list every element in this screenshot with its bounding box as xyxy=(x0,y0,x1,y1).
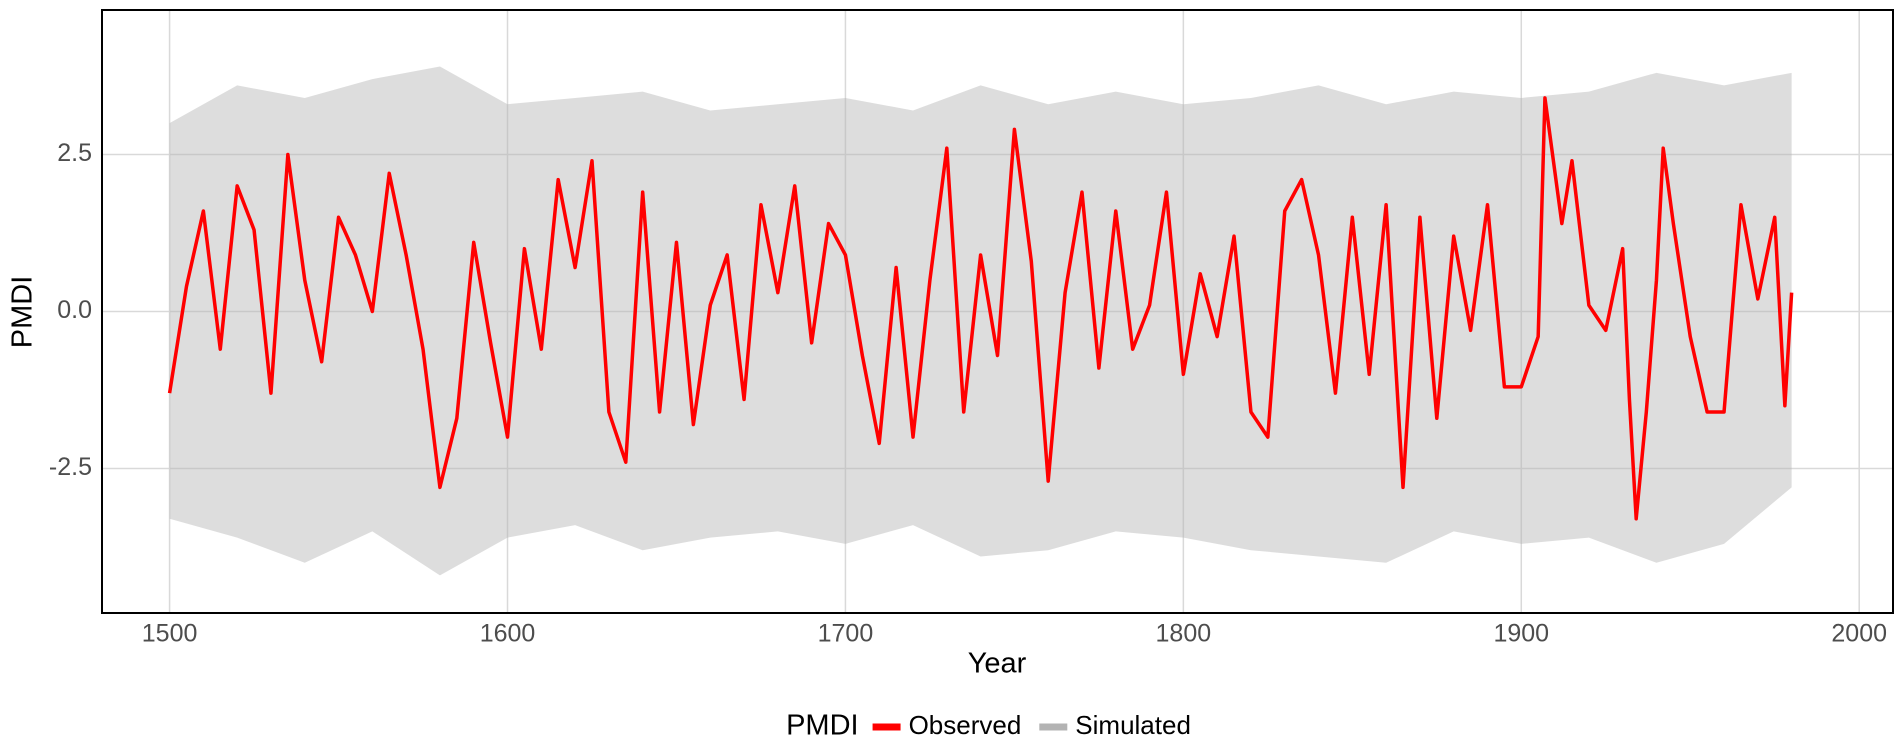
y-tick-label: 0.0 xyxy=(57,296,92,324)
panel-border xyxy=(101,9,1894,614)
legend-label: Simulated xyxy=(1075,710,1191,740)
y-axis-label: PMDI xyxy=(7,276,39,349)
x-tick-label: 1600 xyxy=(480,620,536,648)
x-tick-label: 1900 xyxy=(1493,620,1549,648)
y-tick-label: 2.5 xyxy=(57,139,92,167)
x-tick-label: 2000 xyxy=(1831,620,1887,648)
x-tick-label: 1700 xyxy=(818,620,874,648)
legend-label: Observed xyxy=(909,710,1022,740)
x-tick-label: 1800 xyxy=(1156,620,1212,648)
simulated-band xyxy=(169,66,1792,576)
y-tick-label: -2.5 xyxy=(49,453,92,481)
x-tick-label: 1500 xyxy=(142,620,198,648)
legend-title: PMDI xyxy=(786,710,859,742)
x-axis-label: Year xyxy=(968,648,1027,680)
observed-line xyxy=(167,96,1794,521)
